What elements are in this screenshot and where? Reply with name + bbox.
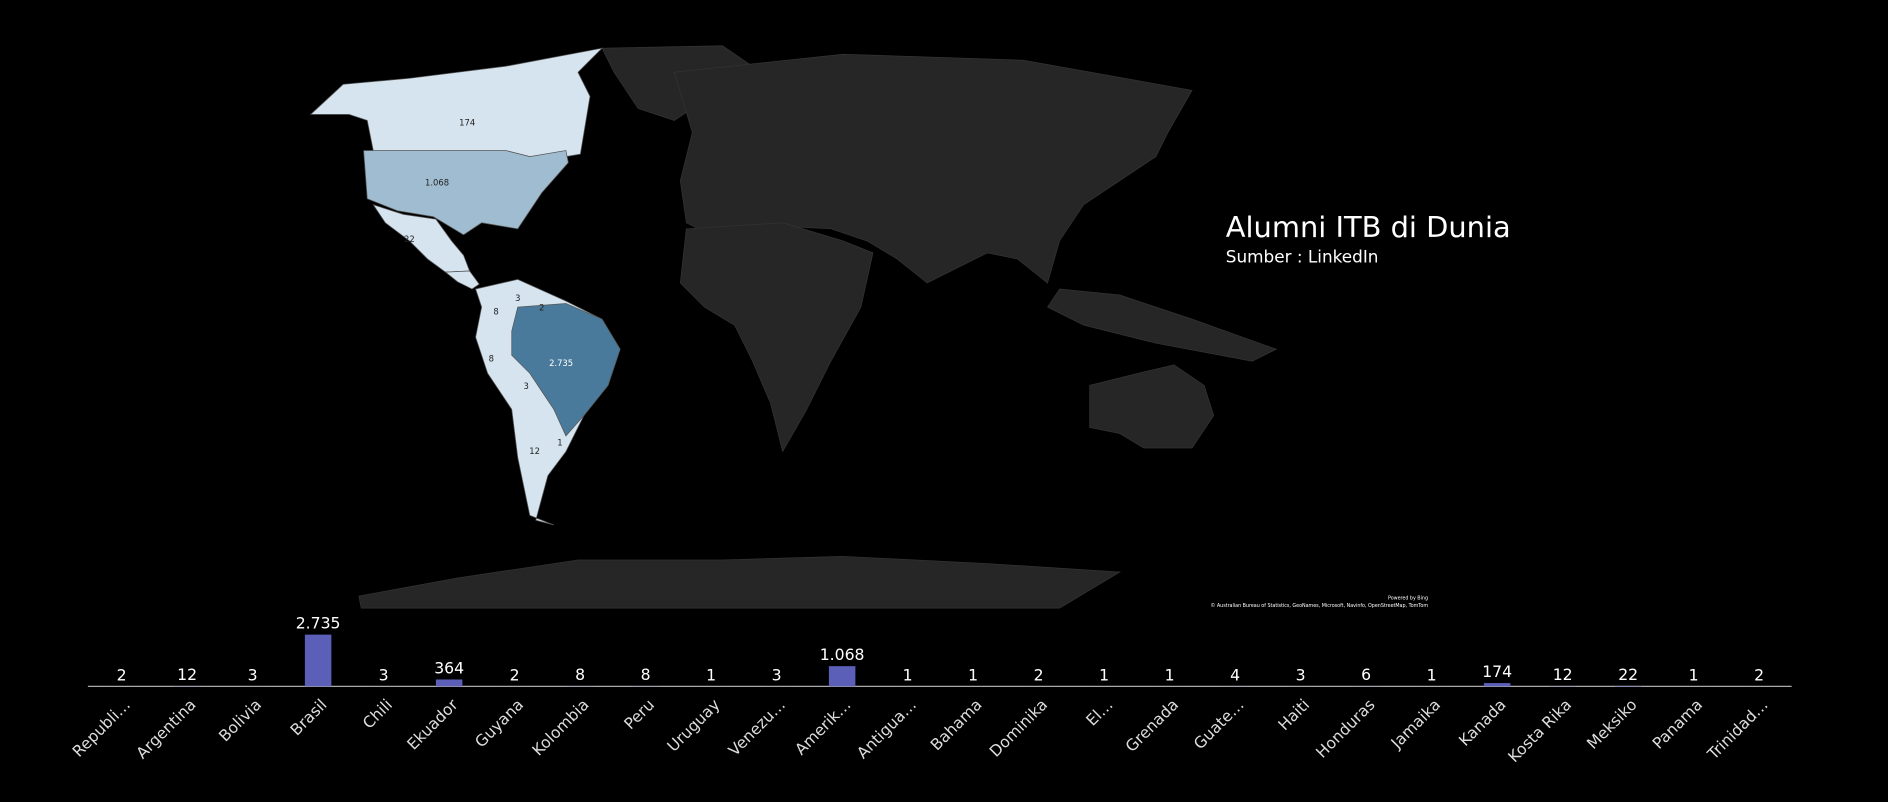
x-tick-label: Dominika [985,695,1051,761]
x-tick-label: Panama [1648,695,1706,753]
x-tick-label: Chili [359,695,396,732]
value-label: 1 [968,665,978,684]
value-label: 2 [117,665,127,684]
x-tick-label: Kolombia [528,695,592,759]
africa [679,222,874,453]
x-tick-label: Kosta Rika [1504,695,1575,766]
bar [435,679,463,687]
region-canada [309,47,604,157]
value-label: 12 [177,665,197,684]
value-label: 1.068 [820,645,865,664]
value-label: 2 [1034,665,1044,684]
value-label: 12 [1553,665,1573,684]
value-label: 1 [706,665,716,684]
x-tick-label: Bolivia [215,695,265,745]
map-labels: 174 1.068 22 2.735 12 1 3 8 8 3 2 [404,117,573,456]
x-tick-label: Ekuador [403,695,462,754]
map-value-label: 22 [404,234,415,244]
map-value-label: 8 [489,353,494,363]
value-label: 1 [903,665,913,684]
region-usa [363,150,569,236]
x-tick-label: Venezu… [724,695,789,760]
value-label: 22 [1618,665,1638,684]
world-map [309,45,1278,609]
value-label: 8 [641,665,651,684]
map-value-label: 2.735 [549,358,573,368]
region-central-america [444,270,480,290]
x-tick-label: Republi… [68,695,134,761]
bar [828,666,856,687]
value-label: 6 [1361,665,1371,684]
subtitle: Sumber : LinkedIn [1226,247,1379,267]
x-tick-label: Guyana [471,695,527,751]
value-label: 1 [1099,665,1109,684]
x-tick-label: Trinidad… [1703,695,1772,764]
map-value-label: 12 [529,446,540,456]
southeast-asia [1047,288,1278,362]
antarctica [358,555,1121,609]
value-label: 364 [434,658,464,677]
x-tick-label: Bahama [926,695,985,754]
attribution: © Australian Bureau of Statistics, GeoNa… [1211,602,1429,609]
title: Alumni ITB di Dunia [1226,210,1511,244]
value-label: 1 [1689,665,1699,684]
map-value-label: 3 [524,381,529,391]
bar [1483,683,1511,687]
x-tick-label: Kanada [1455,695,1510,750]
x-tick-label: Argentina [132,695,199,762]
value-label: 1 [1427,665,1437,684]
map-value-label: 1 [557,438,562,448]
value-label: 2.735 [296,614,341,633]
value-label: 2 [1754,665,1764,684]
region-brazil [511,303,621,437]
map-value-label: 8 [493,306,498,316]
x-tick-label: Honduras [1312,695,1379,762]
value-label: 3 [248,665,258,684]
value-label: 3 [379,665,389,684]
value-label: 4 [1230,665,1240,684]
x-tick-label: Guate… [1190,695,1248,753]
map-value-label: 3 [515,293,520,303]
map-value-label: 1.068 [425,177,449,187]
x-tick-label: Antigua… [853,695,920,762]
attribution: Powered by Bing [1388,596,1428,602]
map-value-label: 174 [459,117,475,127]
value-label: 2 [510,665,520,684]
value-label: 174 [1482,662,1512,681]
x-tick-label: Peru [620,695,658,733]
value-label: 1 [1165,665,1175,684]
bar [304,634,332,687]
x-tick-label: Meksiko [1583,695,1641,753]
x-tick-label: Grenada [1121,695,1182,756]
map-value-label: 2 [539,303,544,313]
x-tick-label: Haiti [1274,695,1313,734]
x-tick-label: Amerik… [791,695,855,759]
value-label: 8 [575,665,585,684]
x-tick-label: El… [1082,695,1117,730]
x-tick-label: Uruguay [663,695,723,755]
australia [1089,364,1215,449]
value-label: 3 [772,665,782,684]
x-tick-label: Brasil [286,695,330,739]
x-tick-label: Jamaika [1386,695,1444,753]
value-label: 3 [1296,665,1306,684]
